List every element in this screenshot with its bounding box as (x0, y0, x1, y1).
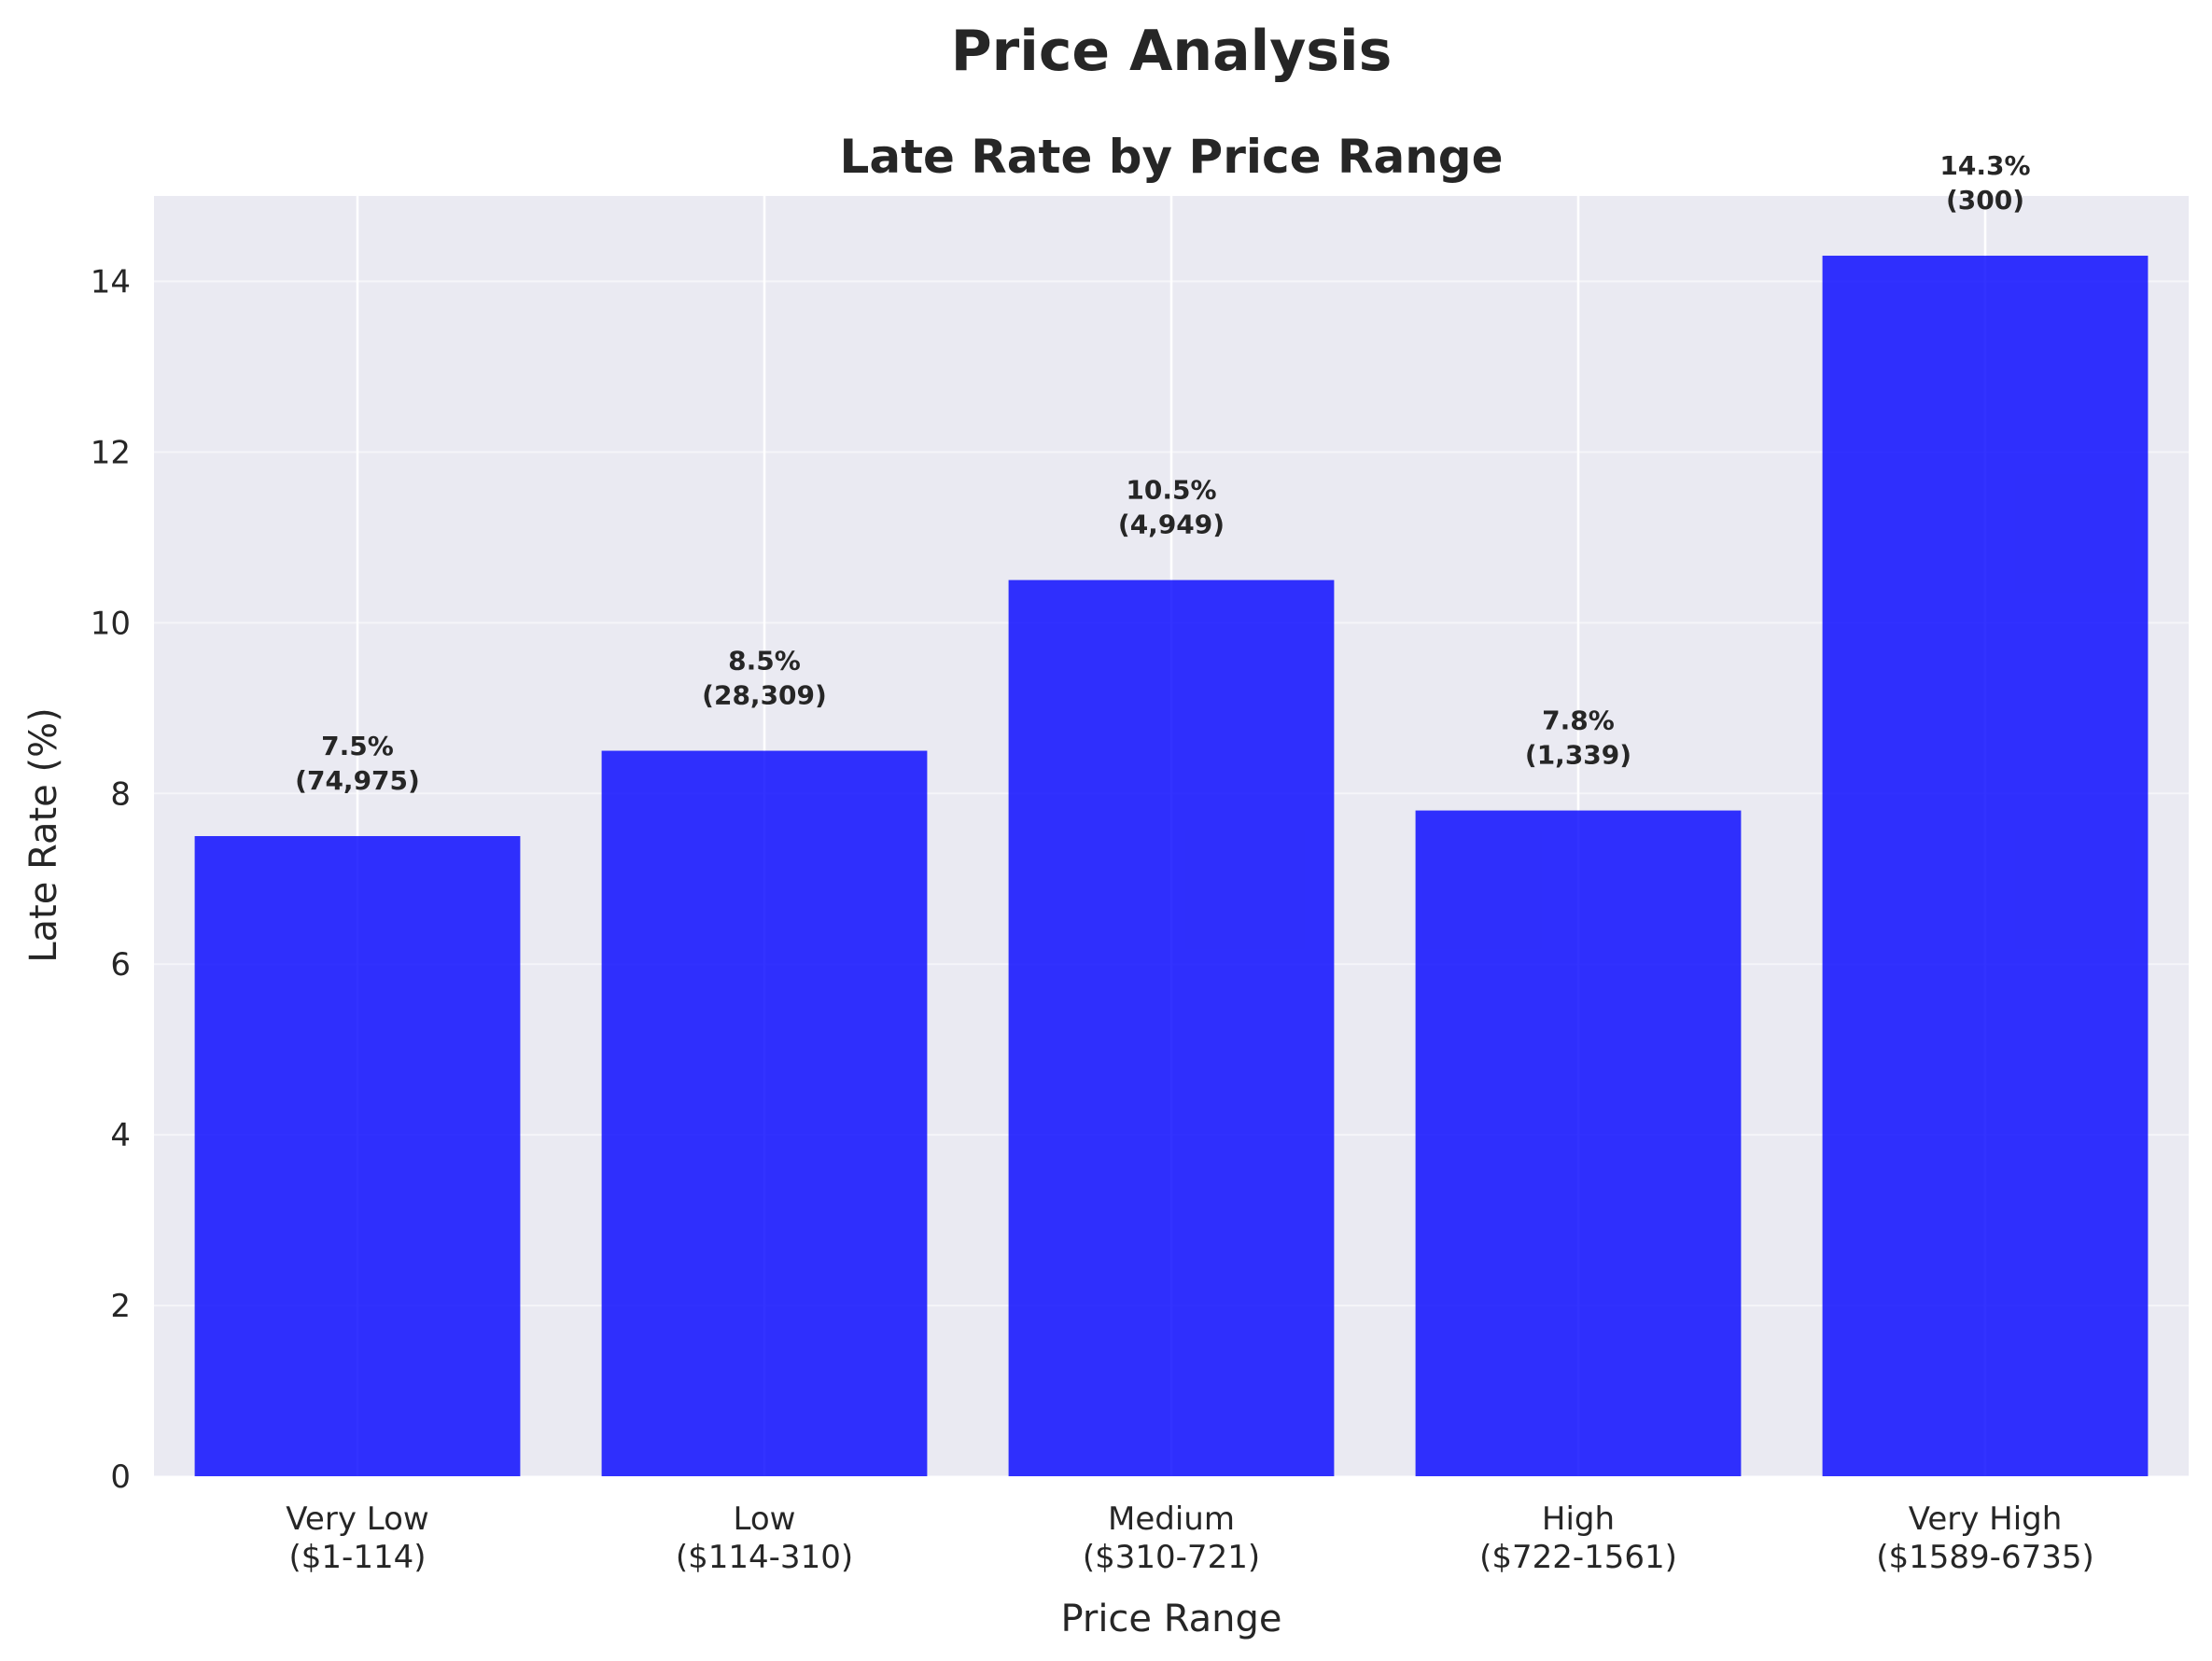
y-tick-label: 8 (110, 775, 131, 813)
bar-value-label: 7.8% (1,339) (1525, 705, 1631, 771)
bar-value-label: 10.5% (4,949) (1118, 475, 1225, 540)
y-tick-label: 6 (110, 946, 131, 984)
y-tick-label: 12 (91, 434, 131, 471)
x-axis-ticks: Very Low ($1-114) Low ($114-310) Medium ($310… (286, 1500, 2093, 1576)
bars (194, 256, 2149, 1477)
bar-value-label: 14.3% (300) (1939, 150, 2030, 216)
y-tick-label: 2 (110, 1288, 131, 1325)
bar (1415, 810, 1742, 1476)
y-tick-label: 14 (91, 263, 131, 300)
y-axis-ticks: 0 2 4 6 8 10 12 14 (91, 263, 131, 1496)
bar (194, 836, 521, 1476)
bar (1822, 256, 2149, 1477)
x-tick-label: Medium ($310-721) (1083, 1500, 1260, 1576)
y-tick-label: 4 (110, 1117, 131, 1154)
y-tick-label: 10 (91, 605, 131, 642)
x-tick-label: Very High ($1589-6735) (1876, 1500, 2093, 1576)
x-tick-label: High ($722-1561) (1479, 1500, 1677, 1576)
figure-suptitle: Price Analysis (951, 19, 1393, 84)
bar (601, 750, 928, 1476)
bar (1008, 579, 1335, 1476)
y-axis-label: Late Rate (%) (22, 707, 65, 962)
bar-value-label: 8.5% (28,309) (702, 646, 827, 711)
x-tick-label: Low ($114-310) (676, 1500, 853, 1576)
x-axis-label: Price Range (1060, 1598, 1281, 1640)
y-tick-label: 0 (110, 1459, 131, 1496)
bar-value-label: 7.5% (74,975) (295, 731, 420, 796)
data-labels: 7.5% (74,975) 8.5% (28,309) 10.5% (4,949) 7.8%… (295, 150, 2030, 796)
chart-title: Late Rate by Price Range (839, 130, 1503, 184)
x-tick-label: Very Low ($1-114) (286, 1500, 428, 1576)
